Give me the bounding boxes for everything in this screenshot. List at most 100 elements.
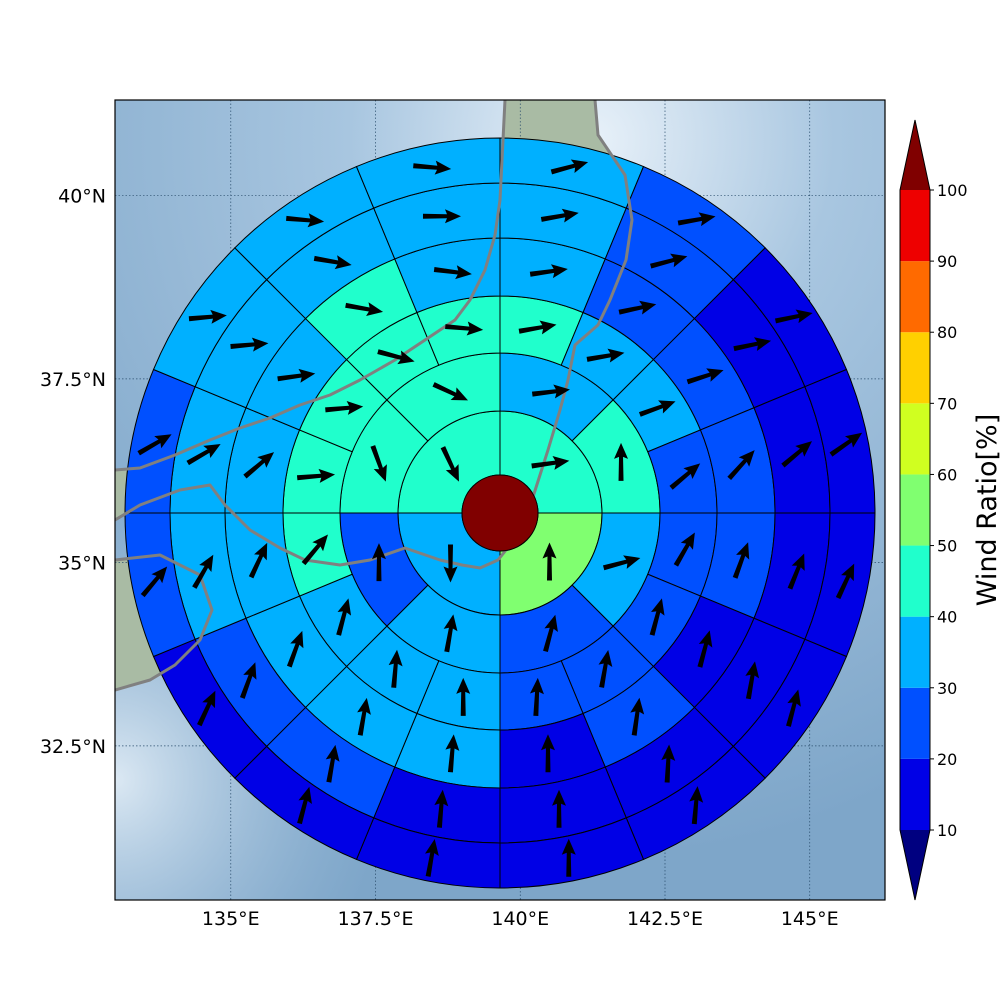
wind-arrow: [243, 452, 275, 479]
colorbar-segment: [900, 616, 930, 688]
wind-direction-arrows: [137, 159, 863, 877]
wind-arrow: [313, 255, 352, 270]
colorbar-label: 20: [937, 750, 957, 769]
colorbar-label: 30: [937, 679, 957, 698]
wind-arrow: [277, 368, 316, 383]
longitude-tick-label: 145°E: [781, 908, 839, 930]
coastline: [115, 100, 634, 570]
wind-arrow: [192, 554, 214, 589]
colorbar-segment: [900, 403, 930, 475]
wind-arrow: [689, 786, 704, 825]
wind-arrow: [140, 566, 168, 598]
wind-arrow: [829, 432, 863, 457]
wind-arrow: [598, 650, 613, 688]
wind-arrow: [456, 677, 471, 716]
wind-arrow: [614, 442, 629, 481]
colorbar: 10 20 30 40 50 60 70 80 90 100: [899, 119, 968, 901]
coastline: [115, 100, 507, 472]
wind-arrow: [239, 662, 257, 699]
latitude-tick-label: 37.5°N: [40, 369, 106, 391]
wind-arrow: [440, 446, 459, 482]
wind-arrow: [732, 542, 750, 579]
wind-arrow: [677, 212, 716, 227]
wind-arrow: [543, 614, 558, 653]
wind-arrow: [443, 544, 458, 583]
wind-arrow: [835, 563, 855, 600]
longitude-tick-label: 135°E: [202, 908, 260, 930]
wind-arrow: [137, 434, 172, 456]
latitude-tick-label: 35°N: [58, 552, 106, 574]
wind-arrow: [529, 264, 568, 279]
latitude-tick-labels: 32.5°N 35°N 37.5°N 40°N: [40, 185, 106, 757]
colorbar-segment: [900, 261, 930, 333]
coastline: [115, 553, 214, 692]
longitude-tick-label: 137.5°E: [338, 908, 414, 930]
colorbar-segment: [900, 758, 930, 830]
colorbar-segment: [900, 474, 930, 546]
wind-arrow: [745, 661, 760, 700]
colorbar-segment: [900, 332, 930, 404]
wind-arrow: [325, 744, 340, 783]
wind-arrow: [377, 349, 415, 365]
wind-arrow: [673, 532, 695, 567]
wind-arrow: [630, 697, 645, 736]
wind-arrow: [649, 598, 665, 636]
wind-arrow: [445, 321, 484, 336]
wind-arrow: [781, 441, 813, 468]
wind-arrow: [301, 534, 328, 566]
wind-arrow: [774, 309, 813, 324]
wind-arrow: [248, 542, 268, 579]
wind-arrow: [425, 839, 439, 877]
wind-arrow: [422, 209, 461, 224]
wind-arrow: [669, 463, 701, 490]
map-frame: [114, 99, 886, 901]
wind-arrow: [531, 384, 570, 399]
colorbar-under-triangle: [900, 830, 930, 900]
wind-arrow: [345, 302, 384, 317]
wind-arrow: [552, 789, 567, 828]
wind-arrow: [618, 300, 657, 315]
wind-arrow: [650, 253, 688, 269]
wind-arrow: [602, 555, 641, 571]
latitude-tick-label: 32.5°N: [40, 736, 106, 758]
wind-arrow: [550, 159, 589, 175]
longitude-tick-label: 142.5°E: [627, 908, 703, 930]
colorbar-segment: [900, 687, 930, 759]
colorbar-label: 80: [937, 323, 957, 342]
wind-arrow: [518, 320, 557, 335]
colorbar-title: Wind Ratio[%]: [972, 414, 1000, 606]
wind-arrow: [432, 382, 468, 401]
wind-arrow: [786, 689, 801, 727]
wind-arrow: [297, 786, 312, 825]
colorbar-segment: [900, 545, 930, 617]
longitude-tick-label: 140°E: [491, 908, 549, 930]
colorbar-label: 40: [937, 608, 957, 627]
wind-arrow: [445, 734, 460, 773]
colorbar-over-triangle: [900, 120, 930, 190]
wind-arrow: [371, 543, 386, 582]
wind-arrow: [586, 348, 625, 363]
wind-arrow: [230, 337, 269, 352]
wind-arrow: [540, 734, 555, 773]
wind-arrow: [188, 309, 227, 324]
latitude-tick-label: 40°N: [58, 185, 106, 207]
colorbar-label: 100: [937, 181, 968, 200]
wind-arrow: [638, 400, 676, 417]
wind-arrow: [357, 697, 371, 736]
wind-arrow: [186, 443, 221, 466]
wind-arrow: [413, 160, 452, 175]
wind-arrow: [661, 744, 676, 783]
wind-arrow: [540, 208, 579, 223]
wind-arrow: [529, 677, 544, 716]
coastlines: [115, 100, 634, 692]
wind-arrow: [370, 445, 387, 482]
colorbar-label: 60: [937, 465, 957, 484]
colorbar-label: 90: [937, 252, 957, 271]
longitude-tick-labels: 135°E 137.5°E 140°E 142.5°E 145°E: [202, 908, 839, 930]
wind-arrow: [325, 400, 364, 415]
colorbar-label: 70: [937, 394, 957, 413]
wind-arrow: [561, 838, 576, 877]
colorbar-segment: [900, 190, 930, 262]
wind-arrow: [286, 630, 304, 668]
